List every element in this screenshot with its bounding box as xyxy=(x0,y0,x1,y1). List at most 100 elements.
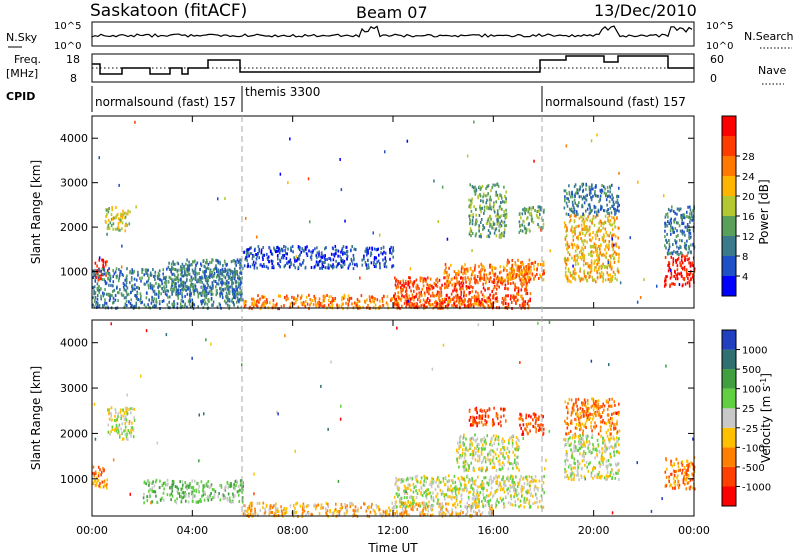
scatter-cell xyxy=(157,285,159,289)
scatter-cell xyxy=(462,287,464,291)
scatter-cell xyxy=(543,208,545,212)
scatter-cell xyxy=(131,421,133,425)
scatter-cell xyxy=(107,277,109,281)
scatter-cell xyxy=(692,209,694,213)
scatter-cell xyxy=(232,301,235,305)
scatter-cell xyxy=(108,292,110,296)
scatter-cell xyxy=(164,290,167,294)
scatter-cell xyxy=(491,268,493,272)
scatter-cell xyxy=(425,494,427,498)
scatter-cell xyxy=(463,300,465,304)
scatter-cell xyxy=(299,245,301,249)
scatter-cell xyxy=(439,502,441,506)
scatter-cell xyxy=(461,279,464,283)
scatter-cell xyxy=(566,277,569,280)
scatter-cell xyxy=(400,288,402,292)
scatter-cell xyxy=(337,262,339,266)
scatter-cell xyxy=(113,216,115,220)
scatter-cell xyxy=(577,245,580,249)
scatter-cell xyxy=(409,300,411,304)
scatter-cell xyxy=(503,234,505,238)
scatter-cell xyxy=(235,484,237,487)
scatter-cell xyxy=(428,287,430,291)
scatter-cell xyxy=(113,272,116,276)
scatter-cell xyxy=(132,428,135,432)
scatter-cell xyxy=(176,489,179,493)
scatter-cell xyxy=(251,257,254,261)
scatter-cell xyxy=(202,291,204,295)
scatter-cell xyxy=(467,299,469,303)
scatter-cell xyxy=(509,267,511,271)
scatter-cell xyxy=(316,246,318,250)
scatter-cell xyxy=(449,299,452,303)
scatter-cell xyxy=(177,487,179,491)
scatter-cell xyxy=(601,188,603,192)
scatter-cell xyxy=(608,240,611,243)
scatter-cell xyxy=(111,208,113,212)
scatter-cell xyxy=(219,287,221,291)
scatter-cell xyxy=(528,270,530,274)
scatter-cell xyxy=(600,224,602,228)
scatter-cell xyxy=(602,262,604,266)
scatter-cell xyxy=(110,412,112,416)
scatter-cell xyxy=(178,278,180,282)
scatter-cell xyxy=(158,486,161,490)
scatter-cell xyxy=(482,227,484,231)
scatter-cell xyxy=(171,278,173,282)
scatter-cell xyxy=(191,263,193,267)
scatter-cell xyxy=(226,262,228,266)
scatter-cell xyxy=(415,285,417,289)
scatter-cell xyxy=(469,220,472,224)
scatter-cell xyxy=(680,252,682,256)
colorbar-swatch xyxy=(722,176,736,196)
scatter-cell xyxy=(436,285,439,289)
scatter-cell xyxy=(666,241,668,244)
scatter-cell xyxy=(133,416,135,420)
scatter-cell xyxy=(430,485,433,489)
scatter-cell xyxy=(158,273,160,277)
scatter-cell xyxy=(209,269,212,273)
scatter-cell xyxy=(498,194,501,197)
scatter-cell xyxy=(204,275,207,278)
scatter-cell xyxy=(177,262,180,266)
scatter-cell xyxy=(422,513,425,517)
scatter-cell xyxy=(494,297,497,301)
scatter-cell xyxy=(436,501,439,505)
scatter-cell xyxy=(567,250,569,254)
scatter-cell xyxy=(275,508,278,512)
scatter-cell xyxy=(426,283,429,287)
scatter-cell xyxy=(284,251,287,255)
nave-label: Nave xyxy=(758,64,786,77)
scatter-cell xyxy=(262,253,264,257)
scatter-cell xyxy=(189,285,192,289)
scatter-cell xyxy=(636,300,639,304)
scatter-cell xyxy=(233,288,236,292)
scatter-cell xyxy=(182,483,184,487)
scatter-cell xyxy=(343,296,345,300)
scatter-cell xyxy=(395,286,398,290)
scatter-cell xyxy=(509,275,511,279)
scatter-cell xyxy=(478,229,480,233)
scatter-cell xyxy=(389,257,391,261)
scatter-cell xyxy=(493,202,495,206)
scatter-cell xyxy=(407,299,409,303)
scatter-cell xyxy=(495,299,497,303)
scatter-cell xyxy=(202,487,204,491)
scatter-cell xyxy=(476,489,478,493)
scatter-cell xyxy=(527,210,529,214)
scatter-cell xyxy=(207,298,210,302)
scatter-cell xyxy=(125,409,127,413)
scatter-cell xyxy=(332,263,334,267)
scatter-cell xyxy=(171,291,173,295)
colorbar-swatch xyxy=(722,136,736,156)
scatter-cell xyxy=(606,203,608,207)
scatter-cell xyxy=(667,269,670,273)
scatter-cell xyxy=(98,156,100,160)
scatter-cell xyxy=(432,302,434,306)
scatter-cell xyxy=(576,236,578,240)
scatter-cell xyxy=(467,495,470,499)
scatter-cell xyxy=(210,292,213,296)
scatter-cell xyxy=(93,292,95,296)
scatter-cell xyxy=(415,502,417,506)
scatter-cell xyxy=(395,278,398,282)
